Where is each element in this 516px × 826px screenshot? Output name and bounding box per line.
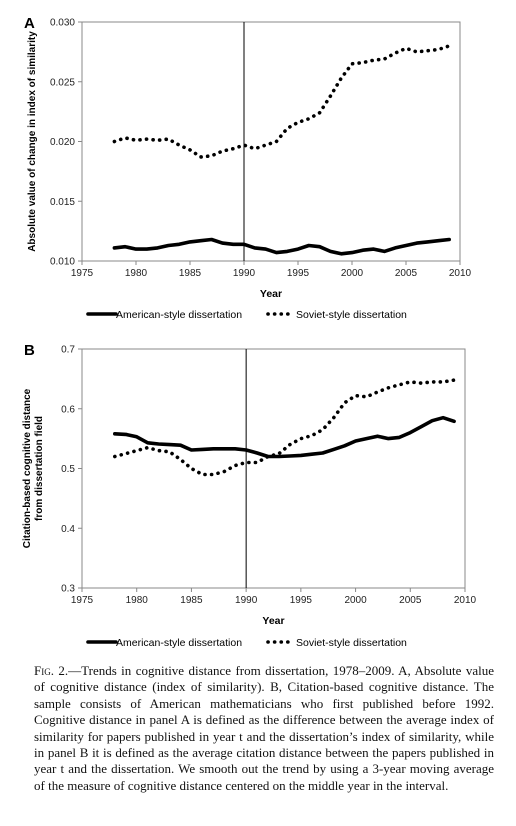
panel-b-xaxis-label: Year bbox=[262, 615, 284, 627]
panel-b-xtick-label: 1980 bbox=[126, 595, 149, 606]
panel-a-xtick-label: 1995 bbox=[287, 268, 310, 279]
panel-a-yaxis-label: Absolute value of change in index of sim… bbox=[27, 31, 38, 252]
panel-b-ytick-label: 0.3 bbox=[61, 584, 75, 595]
figure-caption: Fig. 2.—Trends in cognitive distance fro… bbox=[34, 663, 494, 794]
panel-b-xtick-label: 2000 bbox=[344, 595, 367, 606]
panel-b-legend-label-soviet: Soviet-style dissertation bbox=[296, 637, 407, 649]
panel-b-label: B bbox=[24, 342, 35, 359]
panel-b-plot-frame bbox=[81, 348, 466, 589]
panel-a-xtick-label: 1980 bbox=[125, 268, 148, 279]
panel-a-xtick-label: 1990 bbox=[233, 268, 256, 279]
panel-a-legend-label-soviet: Soviet-style dissertation bbox=[296, 309, 407, 321]
panel-a-xtick-label: 1985 bbox=[179, 268, 202, 279]
panel-b-legend-label-american: American-style dissertation bbox=[116, 637, 242, 649]
figure-chart: A 0.010 0.015 0.020 0.025 0.030 1975 1980 1985 19… bbox=[22, 15, 477, 649]
panel-a-xtick-label: 2005 bbox=[395, 268, 418, 279]
panel-a-plot-frame bbox=[81, 21, 461, 262]
panel-a-ytick-label: 0.010 bbox=[50, 257, 75, 268]
panel-b-xtick-label: 1990 bbox=[235, 595, 258, 606]
panel-a-legend-label-american: American-style dissertation bbox=[116, 309, 242, 321]
panel-b-yaxis-label: Citation-based cognitive distancefrom di… bbox=[22, 388, 45, 548]
panel-a-xtick-label: 2010 bbox=[449, 268, 472, 279]
panel-b-xtick-label: 2010 bbox=[454, 595, 477, 606]
panel-b-ytick-label: 0.6 bbox=[61, 404, 75, 415]
panel-b-series-soviet-line bbox=[113, 378, 456, 477]
panel-b-xtick-label: 2005 bbox=[399, 595, 422, 606]
panel-a-ytick-label: 0.020 bbox=[50, 137, 75, 148]
panel-b-series-american-line bbox=[113, 415, 456, 459]
figure-caption-label: Fig. 2. bbox=[34, 663, 69, 678]
panel-a-series-soviet-line bbox=[112, 44, 452, 159]
panel-b-ytick-label: 0.5 bbox=[61, 464, 75, 475]
panel-b-ytick-label: 0.7 bbox=[61, 345, 75, 356]
panel-a-ytick-label: 0.015 bbox=[50, 197, 75, 208]
panel-b-ytick-label: 0.4 bbox=[61, 524, 75, 535]
panel-a-series-american-line bbox=[112, 237, 452, 256]
panel-a-label: A bbox=[24, 15, 35, 32]
panel-a-xtick-label: 2000 bbox=[341, 268, 364, 279]
panel-a-ytick-label: 0.025 bbox=[50, 77, 75, 88]
panel-b-xtick-label: 1975 bbox=[71, 595, 94, 606]
panel-a-ytick-label: 0.030 bbox=[50, 18, 75, 29]
panel-a-xaxis-label: Year bbox=[260, 288, 282, 300]
figure-caption-text: —Trends in cognitive distance from disse… bbox=[34, 663, 494, 793]
panel-b-xtick-label: 1995 bbox=[290, 595, 313, 606]
panel-b-xtick-label: 1985 bbox=[180, 595, 203, 606]
panel-a-xtick-label: 1975 bbox=[71, 268, 94, 279]
